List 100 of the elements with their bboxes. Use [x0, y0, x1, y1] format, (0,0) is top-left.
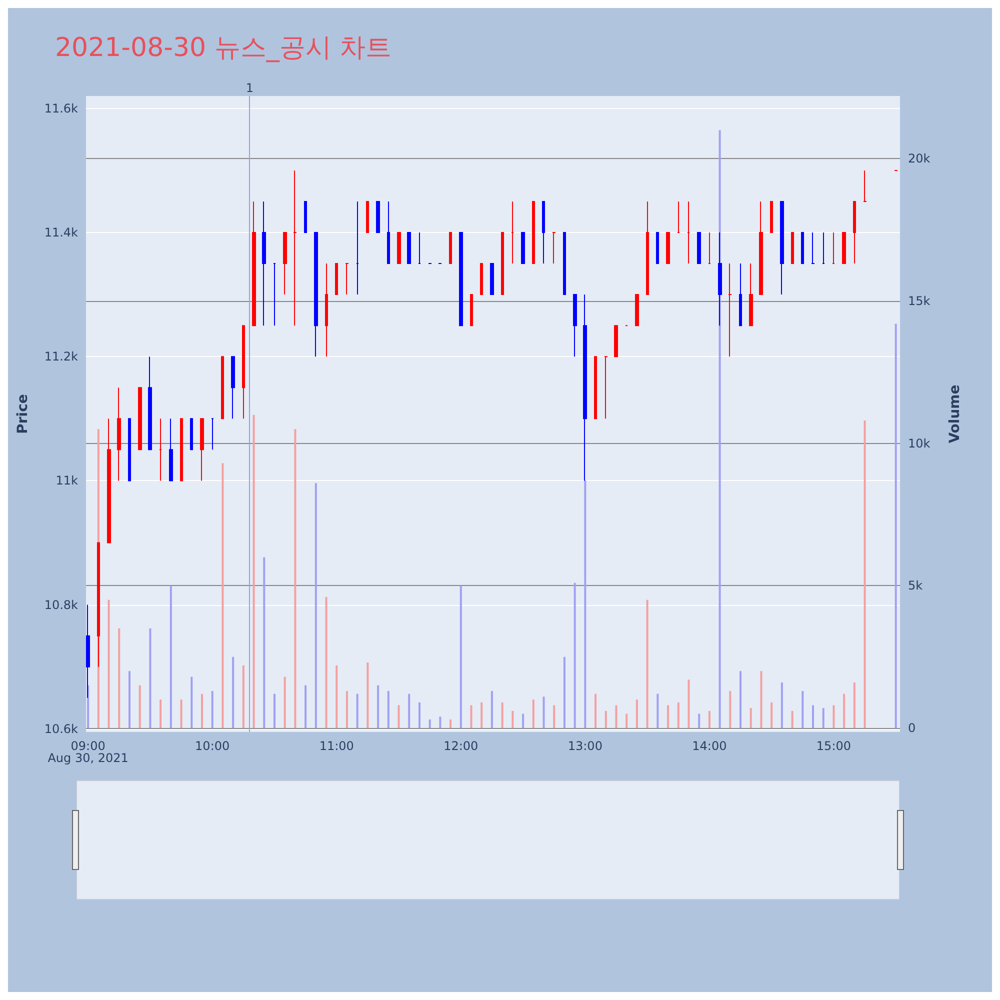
bar — [750, 708, 752, 728]
x-tick-label: 12:00 — [444, 739, 478, 753]
bar — [677, 702, 680, 728]
candlestick — [169, 418, 173, 482]
bar — [336, 665, 338, 728]
candlestick — [739, 263, 742, 326]
y2-axis-title: Volume — [947, 384, 963, 444]
candlestick — [677, 200, 680, 234]
candlestick — [242, 325, 245, 420]
bar — [688, 680, 690, 728]
candlestick — [314, 232, 318, 358]
candlestick — [366, 200, 369, 234]
candlestick — [822, 232, 825, 264]
x-tick-label: 15:00 — [816, 739, 852, 753]
candlestick — [542, 200, 545, 264]
candlestick — [749, 263, 753, 326]
bar — [460, 586, 462, 728]
bar — [439, 716, 442, 728]
candlestick — [718, 232, 722, 326]
candlestick — [252, 200, 256, 326]
candlestick — [573, 294, 577, 358]
bar — [822, 708, 824, 728]
ref-line-label: 1 — [246, 81, 254, 95]
bar — [480, 702, 483, 728]
bar — [190, 676, 193, 728]
candlestick — [635, 294, 639, 326]
bar — [284, 676, 286, 728]
y2-tick-label: 20k — [908, 152, 930, 166]
bar — [387, 691, 390, 728]
x-tick-label: 13:00 — [568, 739, 602, 753]
bar — [180, 700, 182, 728]
bar — [864, 420, 866, 728]
bar — [802, 691, 804, 728]
candlestick — [501, 232, 504, 296]
y-tick-label: 11.6k — [44, 101, 78, 116]
bar — [294, 429, 296, 728]
bar — [325, 597, 328, 728]
candlestick — [159, 418, 162, 482]
bar — [574, 582, 576, 728]
bar — [418, 702, 420, 728]
bar — [667, 705, 670, 728]
candlestick — [148, 356, 152, 450]
candlestick — [687, 200, 690, 264]
candlestick — [231, 356, 235, 420]
bar — [128, 671, 130, 728]
candlestick — [418, 232, 421, 264]
candlestick — [387, 200, 390, 264]
candlestick — [791, 232, 794, 264]
candlestick — [521, 232, 525, 264]
bar — [584, 480, 586, 728]
candlestick — [490, 263, 494, 296]
candlestick — [325, 263, 328, 358]
bar — [408, 694, 410, 728]
candlestick — [335, 263, 338, 296]
bar — [894, 324, 897, 728]
bar — [563, 656, 566, 728]
candlestick — [376, 200, 380, 234]
bar — [532, 700, 534, 728]
bar — [222, 463, 224, 728]
candlestick — [728, 263, 732, 358]
bar — [356, 694, 358, 728]
candlestick — [470, 294, 473, 326]
bar — [708, 710, 710, 728]
candlestick — [511, 200, 514, 264]
y-tick-label: 11.4k — [44, 226, 78, 240]
bar — [490, 691, 493, 728]
y-tick-label: 11.2k — [44, 350, 78, 364]
bar — [211, 691, 214, 728]
candlestick — [356, 200, 359, 296]
x-tick-label: 10:00 — [195, 739, 230, 753]
bar — [553, 705, 556, 728]
bar — [200, 694, 203, 728]
candlestick — [853, 200, 856, 264]
bar — [740, 671, 742, 728]
candlestick — [221, 356, 224, 420]
candlestick — [407, 232, 411, 264]
y-tick-label: 10.6k — [44, 722, 78, 736]
bar — [522, 714, 524, 728]
candlestick — [200, 418, 204, 482]
bar — [377, 685, 380, 728]
bar — [604, 710, 607, 728]
y2-tick-label: 15k — [908, 294, 930, 308]
bar — [542, 696, 545, 728]
bar — [149, 628, 152, 728]
candlestick — [801, 232, 804, 264]
bar — [450, 719, 452, 728]
bar — [304, 685, 307, 728]
bar — [138, 685, 141, 728]
bar — [242, 665, 244, 728]
bar — [398, 705, 400, 728]
x-tick-label: 14:00 — [692, 739, 727, 753]
bar — [470, 705, 472, 728]
candlestick — [863, 170, 867, 202]
candlestick — [563, 232, 566, 296]
bar — [853, 682, 856, 728]
bar — [346, 691, 348, 728]
bar — [108, 600, 110, 728]
candlestick — [811, 232, 815, 264]
candlestick — [604, 356, 608, 420]
bar — [791, 710, 794, 728]
